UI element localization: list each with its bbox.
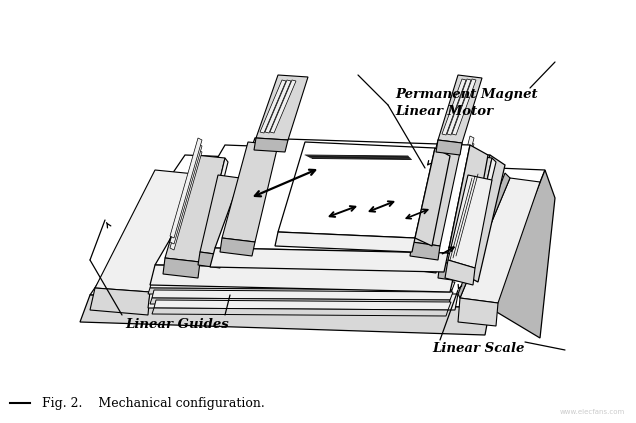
Polygon shape bbox=[198, 252, 222, 268]
Polygon shape bbox=[222, 142, 278, 242]
Polygon shape bbox=[200, 175, 240, 255]
Polygon shape bbox=[270, 80, 296, 133]
Polygon shape bbox=[254, 138, 288, 152]
Polygon shape bbox=[442, 79, 466, 135]
Polygon shape bbox=[458, 173, 510, 298]
Polygon shape bbox=[468, 158, 496, 270]
Polygon shape bbox=[455, 155, 505, 282]
Polygon shape bbox=[210, 248, 448, 272]
Polygon shape bbox=[152, 290, 453, 300]
Text: www.elecfans.com: www.elecfans.com bbox=[560, 409, 625, 415]
Polygon shape bbox=[170, 144, 202, 244]
Polygon shape bbox=[150, 280, 455, 290]
Polygon shape bbox=[438, 75, 482, 143]
Polygon shape bbox=[80, 295, 490, 335]
Polygon shape bbox=[154, 300, 451, 310]
Polygon shape bbox=[256, 75, 308, 140]
Polygon shape bbox=[436, 140, 462, 155]
Polygon shape bbox=[458, 298, 498, 326]
Polygon shape bbox=[165, 155, 225, 262]
Polygon shape bbox=[260, 80, 286, 133]
Polygon shape bbox=[170, 150, 202, 250]
Polygon shape bbox=[445, 260, 475, 285]
Polygon shape bbox=[200, 158, 228, 266]
Polygon shape bbox=[444, 142, 474, 248]
Polygon shape bbox=[410, 242, 440, 260]
Text: Linear Scale: Linear Scale bbox=[432, 342, 524, 355]
Polygon shape bbox=[415, 148, 450, 246]
Polygon shape bbox=[152, 308, 448, 316]
Polygon shape bbox=[90, 288, 150, 315]
Polygon shape bbox=[490, 170, 555, 338]
Polygon shape bbox=[95, 170, 195, 292]
Polygon shape bbox=[150, 174, 200, 298]
Polygon shape bbox=[90, 155, 545, 308]
Polygon shape bbox=[447, 79, 471, 135]
Polygon shape bbox=[413, 256, 438, 273]
Text: Permanent Magnet
Linear Motor: Permanent Magnet Linear Motor bbox=[395, 88, 537, 118]
Text: Linear Guides: Linear Guides bbox=[125, 318, 229, 331]
Text: Fig. 2.    Mechanical configuration.: Fig. 2. Mechanical configuration. bbox=[42, 396, 265, 409]
Polygon shape bbox=[150, 265, 455, 292]
Polygon shape bbox=[460, 178, 540, 303]
Polygon shape bbox=[150, 298, 450, 306]
Polygon shape bbox=[448, 145, 488, 265]
Polygon shape bbox=[215, 138, 470, 253]
Polygon shape bbox=[275, 232, 415, 252]
Polygon shape bbox=[444, 136, 474, 242]
Polygon shape bbox=[170, 138, 202, 238]
Polygon shape bbox=[415, 172, 458, 260]
Polygon shape bbox=[438, 262, 468, 282]
Polygon shape bbox=[148, 288, 452, 296]
Polygon shape bbox=[155, 145, 490, 270]
Polygon shape bbox=[220, 238, 255, 256]
Polygon shape bbox=[278, 142, 435, 238]
Polygon shape bbox=[163, 258, 200, 278]
Polygon shape bbox=[412, 140, 462, 246]
Polygon shape bbox=[440, 155, 492, 266]
Polygon shape bbox=[148, 292, 458, 310]
Polygon shape bbox=[265, 80, 291, 133]
Polygon shape bbox=[448, 175, 492, 268]
Polygon shape bbox=[452, 79, 476, 135]
Polygon shape bbox=[444, 148, 474, 254]
